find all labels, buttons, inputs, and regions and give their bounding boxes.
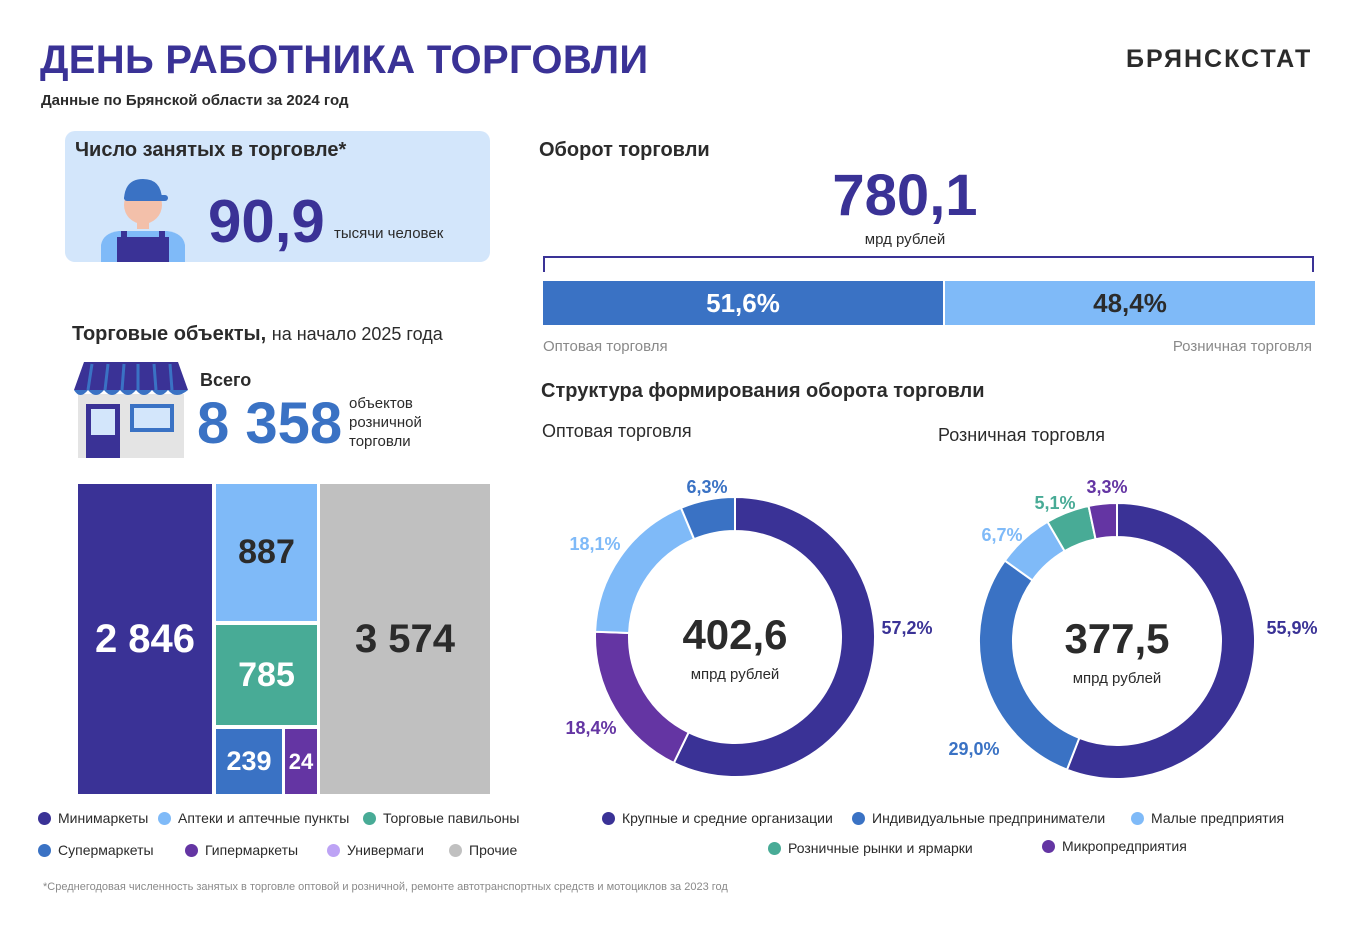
employment-panel: Число занятых в торговле* 90,9 тысячи че… [65, 131, 490, 262]
worker-icon [101, 179, 185, 262]
wholesale-donut-slice-label: 18,1% [569, 534, 620, 554]
legend-swatch [1131, 811, 1144, 825]
retail-donut-slice-label: 55,9% [1266, 618, 1317, 638]
wholesale-donut-slice [594, 506, 696, 635]
wholesale-donut-slice-label: 18,4% [565, 718, 616, 738]
treemap-cell-supermarkets: 239 [216, 729, 282, 794]
legend-label: Малые предприятия [1151, 810, 1285, 826]
legend-swatch [363, 811, 376, 825]
wholesale-donut-slice [672, 495, 876, 778]
retail-donut-slice [1065, 501, 1256, 780]
treemap-legend-item: Гипермаркеты [185, 842, 298, 858]
retail-objects-treemap: 2 846 887 785 239 24 3 3 574 [78, 484, 490, 794]
retail-donut-slice-label: 6,7% [981, 525, 1022, 545]
legend-label: Торговые павильоны [383, 810, 520, 826]
treemap-legend-item: Торговые павильоны [363, 810, 519, 826]
page-subtitle: Данные по Брянской области за 2024 год [41, 92, 349, 109]
employment-label: Число занятых в торговле* [75, 139, 347, 161]
turnover-structure-donuts: 57,2% 18,4% 18,1% 6,3% 402,6 мпрд рублей 55,9%… [565, 477, 1318, 780]
legend-label: Розничные рынки и ярмарки [788, 840, 973, 856]
objects-total-value: 8 358 [197, 391, 343, 456]
legend-swatch [768, 841, 781, 855]
objects-unit-line-1: объектов [349, 395, 413, 412]
footnote: *Среднегодовая численность занятых в тор… [43, 881, 728, 893]
wholesale-donut-slice [594, 630, 691, 765]
legend-swatch [158, 811, 171, 825]
legend-label: Крупные и средние организации [622, 810, 833, 826]
treemap-legend-item: Прочие [449, 842, 517, 858]
objects-title: Торговые объекты, на начало 2025 года [72, 323, 443, 346]
wholesale-bar-label: Оптовая торговля [543, 338, 668, 355]
legend-swatch [449, 843, 462, 857]
donut-legend-item: Микропредприятия [1042, 838, 1187, 854]
turnover-value: 780,1 [832, 163, 978, 228]
employment-unit: тысячи человек [334, 225, 444, 242]
turnover-title: Оборот торговли [539, 139, 710, 161]
treemap-cell-minimarkets: 2 846 [78, 484, 212, 794]
donut-legend-item: Крупные и средние организации [602, 810, 833, 826]
wholesale-donut-slice-label: 6,3% [686, 477, 727, 497]
treemap-legend-item: Универмаги [327, 842, 424, 858]
treemap-legend-item: Супермаркеты [38, 842, 154, 858]
retail-donut-slice [1087, 501, 1118, 541]
retail-bar-label: Розничная торговля [1172, 338, 1312, 355]
retail-share-bar: 48,4% [945, 281, 1315, 325]
treemap-legend: Минимаркеты Аптеки и аптечные пункты Торго… [38, 810, 558, 870]
donut-legend-item: Индивидуальные предприниматели [852, 810, 1105, 826]
legend-swatch [602, 811, 615, 825]
legend-label: Микропредприятия [1062, 838, 1187, 854]
legend-label: Аптеки и аптечные пункты [178, 810, 350, 826]
employment-value: 90,9 [208, 188, 325, 255]
donut-legend-item: Розничные рынки и ярмарки [768, 840, 973, 856]
wholesale-share-bar: 51,6% [543, 281, 943, 325]
donut-legend: Крупные и средние организации Индивидуаль… [600, 808, 1340, 868]
legend-label: Индивидуальные предприниматели [872, 810, 1106, 826]
treemap-cell-hypermarkets: 24 [285, 729, 317, 794]
retail-donut-slice-label: 3,3% [1086, 477, 1127, 497]
retail-donut-center-unit: мпрд рублей [1073, 670, 1162, 687]
treemap-cell-pharmacies: 887 [216, 484, 317, 621]
legend-label: Прочие [469, 842, 518, 858]
treemap-cell-other: 3 574 [320, 484, 490, 794]
wholesale-donut-slice-label: 57,2% [881, 618, 932, 638]
retail-donut-title: Розничная торговля [938, 425, 1105, 445]
legend-swatch [185, 843, 198, 857]
objects-title-rest: на начало 2025 года [271, 324, 443, 344]
shop-icon [74, 362, 188, 458]
structure-title: Структура формирования оборота торговли [541, 380, 985, 402]
legend-swatch [327, 843, 340, 857]
wholesale-donut-slice [679, 495, 736, 541]
legend-label: Гипермаркеты [205, 842, 299, 858]
treemap-legend-item: Минимаркеты [38, 810, 148, 826]
objects-unit-line-3: торговли [349, 433, 411, 450]
objects-total-unit: объектов розничной торговли [349, 394, 439, 451]
legend-swatch [38, 811, 51, 825]
donut-legend-item: Малые предприятия [1131, 810, 1284, 826]
legend-label: Минимаркеты [58, 810, 149, 826]
legend-swatch [38, 843, 51, 857]
turnover-unit: мрд рублей [864, 231, 946, 248]
wholesale-donut-center-value: 402,6 [682, 611, 787, 658]
turnover-bracket [543, 256, 1314, 272]
legend-swatch [1042, 839, 1055, 853]
objects-title-bold: Торговые объекты, [72, 323, 267, 345]
wholesale-donut-center-unit: мпрд рублей [691, 666, 780, 683]
treemap-legend-item: Аптеки и аптечные пункты [158, 810, 349, 826]
brand-logo: БРЯНСКСТАТ [1126, 45, 1313, 73]
objects-total-label: Всего [200, 370, 252, 390]
treemap-cell-pavilions: 785 [216, 625, 317, 725]
legend-label: Универмаги [347, 842, 425, 858]
retail-donut-slice-label: 5,1% [1034, 493, 1075, 513]
page-title: ДЕНЬ РАБОТНИКА ТОРГОВЛИ [40, 38, 649, 82]
legend-label: Супермаркеты [58, 842, 154, 858]
retail-donut-slice-label: 29,0% [948, 739, 999, 759]
retail-donut-center-value: 377,5 [1064, 615, 1169, 662]
wholesale-donut-title: Оптовая торговля [542, 421, 692, 441]
objects-unit-line-2: розничной [349, 414, 422, 431]
legend-swatch [852, 811, 865, 825]
